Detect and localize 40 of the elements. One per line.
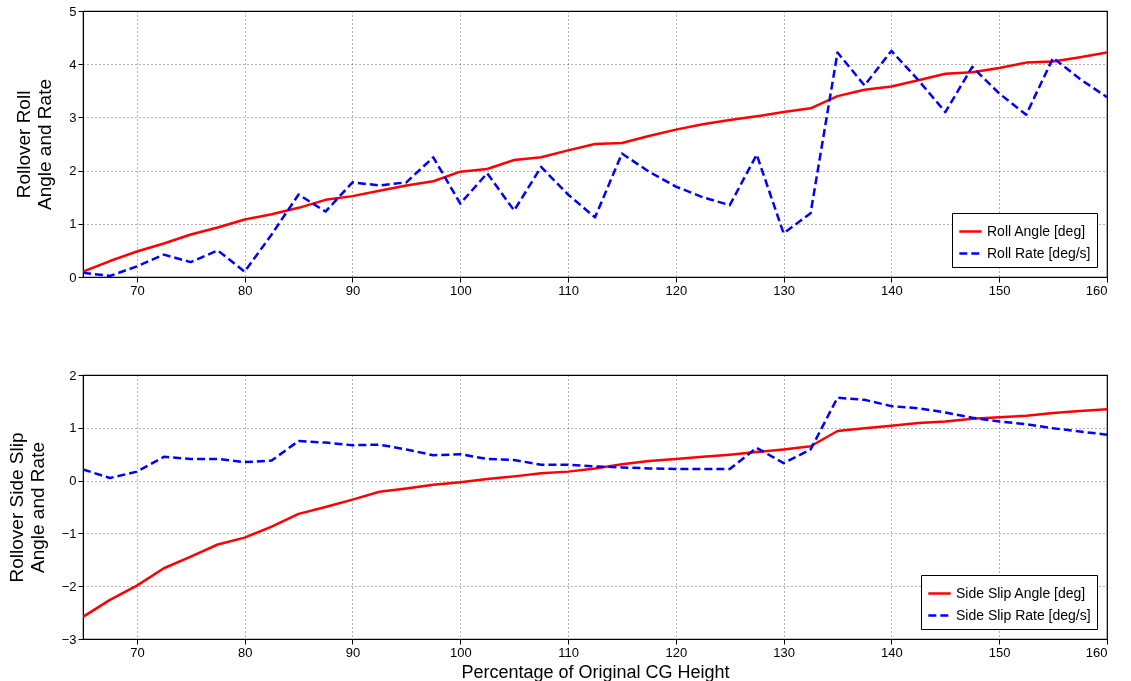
x-tick-label: 110 <box>558 282 579 298</box>
x-tick-label: 140 <box>881 282 903 298</box>
y-tick-label: 0 <box>69 269 77 285</box>
x-tick-label: 100 <box>449 282 472 298</box>
x-tick-label: 70 <box>130 644 145 660</box>
x-tick-label: 110 <box>558 644 579 660</box>
x-tick-label: 100 <box>449 644 472 660</box>
y-tick-label: 4 <box>69 56 77 72</box>
y-tick-label: 2 <box>69 163 77 179</box>
legend-label: Roll Rate [deg/s] <box>987 244 1091 261</box>
x-tick-label: 150 <box>988 282 1011 298</box>
x-tick-label: 150 <box>988 644 1011 660</box>
y-tick-label: 0 <box>69 473 77 489</box>
y-tick-label: −3 <box>61 631 77 647</box>
x-axis-title: Percentage of Original CG Height <box>461 661 730 681</box>
x-tick-label: 90 <box>345 644 361 660</box>
y-tick-label: 1 <box>69 216 77 232</box>
x-tick-label: 160 <box>1085 644 1108 660</box>
legend-label: Side Slip Rate [deg/s] <box>956 606 1091 623</box>
line-series <box>83 396 1107 480</box>
x-tick-label: 120 <box>665 644 688 660</box>
y-tick-label: 2 <box>69 367 77 383</box>
y-tick-label: 1 <box>69 420 77 436</box>
y-tick-label: −2 <box>61 578 77 594</box>
y-tick-label: −1 <box>61 525 77 541</box>
x-tick-label: 90 <box>345 282 361 298</box>
legend-label: Roll Angle [deg] <box>987 222 1086 239</box>
y-tick-label: 3 <box>69 109 77 125</box>
legend-label: Side Slip Angle [deg] <box>956 584 1086 601</box>
y-axis-title: Rollover Side Slip Angle and Rate <box>5 432 48 583</box>
x-tick-label: 130 <box>773 644 795 660</box>
x-tick-label: 120 <box>665 282 688 298</box>
x-tick-label: 160 <box>1085 282 1108 298</box>
x-tick-label: 70 <box>130 282 145 298</box>
x-tick-label: 130 <box>773 282 795 298</box>
x-tick-label: 140 <box>881 644 903 660</box>
y-tick-label: 5 <box>69 3 77 19</box>
y-axis-title: Rollover Roll Angle and Rate <box>13 79 56 210</box>
x-tick-label: 80 <box>237 644 253 660</box>
x-tick-label: 80 <box>237 282 253 298</box>
